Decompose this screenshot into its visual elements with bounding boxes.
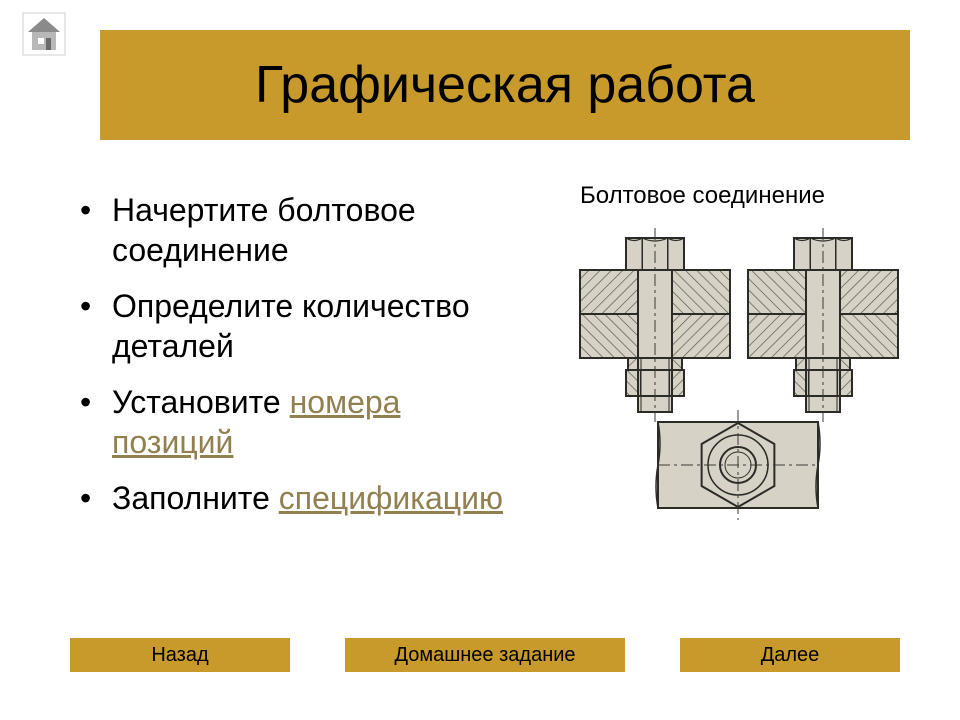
back-button[interactable]: Назад (70, 638, 290, 672)
figure-caption: Болтовое соединение (580, 182, 825, 210)
home-icon[interactable] (22, 12, 66, 56)
task-item: Заполните спецификацию (70, 478, 530, 518)
task-link[interactable]: спецификацию (279, 480, 503, 516)
task-list: Начертите болтовое соединение Определите … (70, 190, 530, 534)
task-item: Определите количество деталей (70, 286, 530, 366)
task-item: Установите номера позиций (70, 382, 530, 462)
title-bar: Графическая работа (100, 30, 910, 140)
homework-button[interactable]: Домашнее задание (345, 638, 625, 672)
next-button[interactable]: Далее (680, 638, 900, 672)
bolt-connection-drawing (570, 210, 910, 550)
task-text: Начертите болтовое соединение (112, 192, 416, 268)
page-title: Графическая работа (255, 55, 755, 115)
task-text: Установите (112, 384, 290, 420)
task-text: Определите количество деталей (112, 288, 470, 364)
task-text: Заполните (112, 480, 279, 516)
task-item: Начертите болтовое соединение (70, 190, 530, 270)
